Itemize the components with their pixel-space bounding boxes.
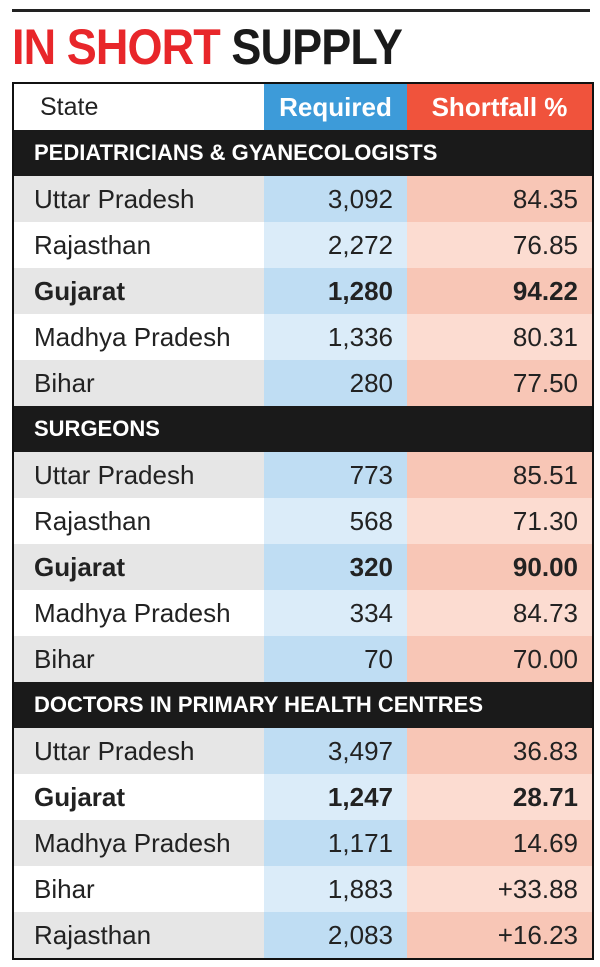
shortfall-cell: 76.85 <box>407 222 592 268</box>
shortfall-cell: 70.00 <box>407 636 592 682</box>
shortfall-cell: 90.00 <box>407 544 592 590</box>
state-cell: Gujarat <box>14 268 264 314</box>
section-title: DOCTORS IN PRIMARY HEALTH CENTRES <box>14 682 592 728</box>
state-cell: Rajasthan <box>14 498 264 544</box>
required-cell: 3,497 <box>264 728 407 774</box>
state-cell: Gujarat <box>14 774 264 820</box>
shortfall-cell: 36.83 <box>407 728 592 774</box>
state-cell: Bihar <box>14 866 264 912</box>
state-cell: Rajasthan <box>14 912 264 958</box>
required-cell: 1,280 <box>264 268 407 314</box>
header-cell: Required <box>264 84 407 130</box>
state-cell: Rajasthan <box>14 222 264 268</box>
required-cell: 2,083 <box>264 912 407 958</box>
shortfall-cell: 85.51 <box>407 452 592 498</box>
required-cell: 334 <box>264 590 407 636</box>
shortfall-cell: 71.30 <box>407 498 592 544</box>
shortfall-cell: +16.23 <box>407 912 592 958</box>
title: IN SHORT SUPPLY <box>12 18 403 76</box>
required-cell: 1,883 <box>264 866 407 912</box>
shortfall-cell: 94.22 <box>407 268 592 314</box>
required-cell: 1,336 <box>264 314 407 360</box>
title-part: IN SHORT <box>12 19 221 75</box>
section-title: PEDIATRICIANS & GYANECOLOGISTS <box>14 130 592 176</box>
header-cell: Shortfall % <box>407 84 592 130</box>
required-cell: 2,272 <box>264 222 407 268</box>
state-cell: Madhya Pradesh <box>14 820 264 866</box>
shortfall-cell: 80.31 <box>407 314 592 360</box>
required-cell: 70 <box>264 636 407 682</box>
shortfall-cell: 28.71 <box>407 774 592 820</box>
state-cell: Uttar Pradesh <box>14 176 264 222</box>
required-cell: 568 <box>264 498 407 544</box>
state-cell: Gujarat <box>14 544 264 590</box>
required-cell: 3,092 <box>264 176 407 222</box>
required-cell: 1,247 <box>264 774 407 820</box>
required-cell: 280 <box>264 360 407 406</box>
required-cell: 320 <box>264 544 407 590</box>
shortfall-cell: 84.35 <box>407 176 592 222</box>
required-cell: 1,171 <box>264 820 407 866</box>
rule <box>12 9 590 12</box>
section-title: SURGEONS <box>14 406 592 452</box>
state-cell: Madhya Pradesh <box>14 314 264 360</box>
shortfall-cell: 84.73 <box>407 590 592 636</box>
header-cell: State <box>14 84 264 130</box>
title-part: SUPPLY <box>231 19 402 75</box>
state-cell: Uttar Pradesh <box>14 728 264 774</box>
shortfall-cell: +33.88 <box>407 866 592 912</box>
state-cell: Madhya Pradesh <box>14 590 264 636</box>
state-cell: Bihar <box>14 636 264 682</box>
table: State Required Shortfall % PEDIATRICIANS & … <box>12 82 594 960</box>
state-cell: Bihar <box>14 360 264 406</box>
required-cell: 773 <box>264 452 407 498</box>
shortfall-cell: 77.50 <box>407 360 592 406</box>
shortfall-cell: 14.69 <box>407 820 592 866</box>
state-cell: Uttar Pradesh <box>14 452 264 498</box>
